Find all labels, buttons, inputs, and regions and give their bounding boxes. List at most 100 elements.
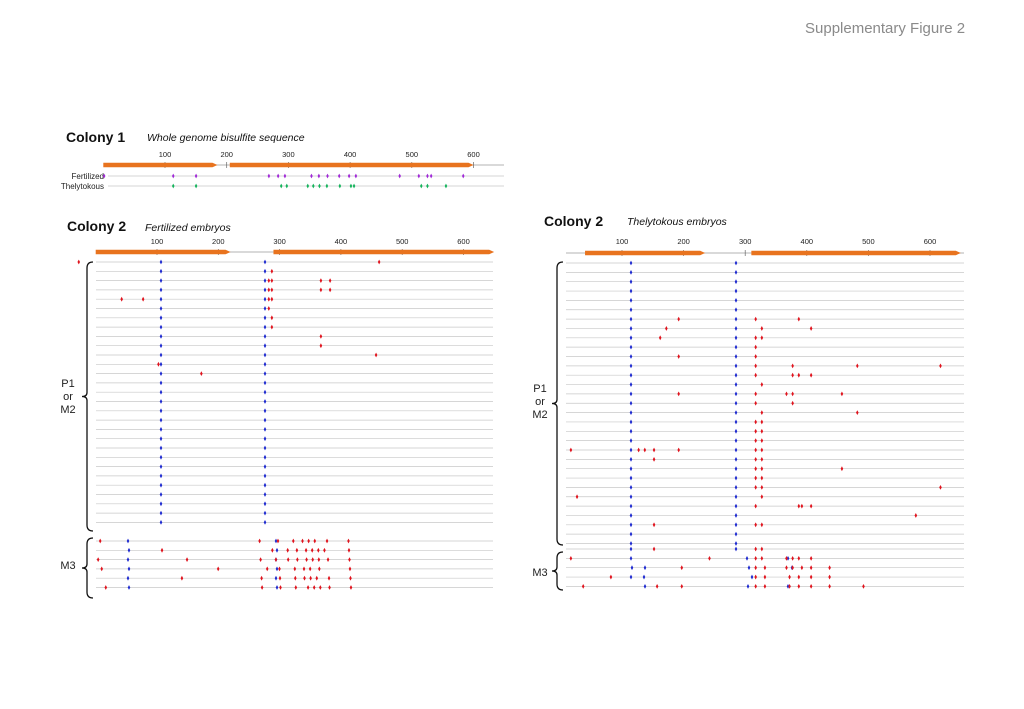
gene-arrow (751, 250, 961, 256)
group-label: M2 (532, 409, 547, 421)
cpg-marker (77, 259, 81, 265)
cpg-marker (734, 382, 738, 387)
cpg-marker (629, 466, 633, 472)
cpg-marker (159, 287, 163, 293)
cpg-marker (797, 555, 801, 561)
panel-colony-1: Colony 1 Whole genome bisulfite sequence… (61, 129, 504, 191)
cpg-marker (750, 574, 754, 580)
cpg-marker (126, 557, 130, 562)
cpg-marker (263, 389, 267, 395)
cpg-marker (159, 464, 163, 469)
cpg-marker (791, 372, 794, 378)
cpg-marker (791, 400, 794, 406)
cpg-marker (278, 575, 282, 581)
cpg-marker (127, 547, 131, 553)
panel2-axis: 100 200 300 400 500 600 (95, 237, 495, 255)
cpg-marker (102, 173, 106, 179)
cpg-marker (754, 466, 757, 472)
cpg-marker (734, 503, 738, 509)
cpg-marker (939, 485, 942, 490)
cpg-marker (270, 287, 274, 293)
cpg-marker (293, 566, 297, 572)
cpg-marker (609, 574, 613, 580)
cpg-marker (270, 324, 274, 330)
cpg-marker (159, 510, 163, 516)
cpg-marker (642, 574, 646, 580)
cpg-marker (754, 419, 757, 425)
cpg-marker (127, 566, 131, 572)
tick-label: 400 (801, 237, 814, 246)
cpg-marker (313, 538, 317, 544)
cpg-marker (309, 575, 312, 581)
cpg-marker (337, 173, 341, 179)
cpg-marker (328, 585, 331, 590)
cpg-marker (263, 287, 267, 293)
cpg-marker (319, 585, 322, 590)
cpg-marker (159, 371, 163, 376)
cpg-marker (319, 343, 323, 349)
cpg-marker (734, 546, 738, 552)
cpg-marker (275, 547, 279, 553)
tick-label: 600 (924, 237, 937, 246)
cpg-marker (791, 391, 794, 397)
cpg-marker (348, 557, 351, 562)
cpg-marker (303, 575, 306, 581)
cpg-marker (374, 352, 378, 358)
cpg-marker (754, 503, 757, 509)
cpg-marker (328, 278, 332, 283)
cpg-marker (349, 585, 353, 590)
cpg-marker (159, 361, 163, 367)
cpg-marker (569, 555, 573, 561)
cpg-marker (754, 316, 757, 322)
cpg-marker (658, 335, 662, 341)
cpg-marker (629, 326, 633, 331)
cpg-marker (377, 259, 381, 265)
cpg-marker (180, 575, 184, 581)
cpg-marker (200, 371, 203, 376)
group-label: M2 (60, 404, 75, 416)
cpg-marker (643, 565, 647, 571)
tick-label: 100 (616, 237, 629, 246)
cpg-marker (754, 546, 757, 552)
cpg-marker (263, 464, 267, 469)
thelytokous-embryos-subtitle: Thelytokous embryos (627, 216, 728, 228)
cpg-marker (263, 473, 267, 479)
cpg-marker (734, 316, 738, 322)
gene-arrow (273, 249, 495, 255)
cpg-marker (194, 173, 198, 179)
cpg-marker (629, 447, 633, 453)
cpg-marker (754, 584, 757, 589)
cpg-marker (263, 315, 267, 321)
cpg-marker (270, 278, 274, 283)
cpg-marker (734, 335, 738, 341)
cpg-marker (754, 574, 757, 580)
cpg-marker (734, 363, 738, 369)
tick-label: 500 (862, 237, 875, 246)
cpg-marker (754, 354, 757, 359)
cpg-marker (652, 522, 656, 528)
cpg-marker (629, 316, 633, 322)
cpg-marker (159, 473, 163, 479)
cpg-marker (754, 475, 757, 481)
cpg-marker (274, 538, 278, 544)
gene-arrow (229, 162, 474, 168)
cpg-marker (734, 522, 738, 528)
cpg-marker (809, 372, 813, 378)
cpg-marker (760, 546, 764, 552)
cpg-marker (296, 557, 299, 562)
cpg-marker (429, 173, 433, 179)
cpg-marker (629, 475, 633, 481)
cpg-marker (734, 307, 738, 313)
cpg-marker (461, 173, 465, 179)
cpg-marker (263, 492, 267, 497)
cpg-marker (285, 183, 289, 189)
cpg-marker (317, 557, 321, 562)
cpg-marker (734, 438, 738, 444)
cpg-marker (398, 173, 401, 179)
cpg-marker (652, 546, 656, 552)
cpg-marker (665, 326, 668, 331)
cpg-marker (809, 574, 813, 580)
cpg-marker (788, 584, 791, 589)
cpg-marker (809, 584, 813, 589)
